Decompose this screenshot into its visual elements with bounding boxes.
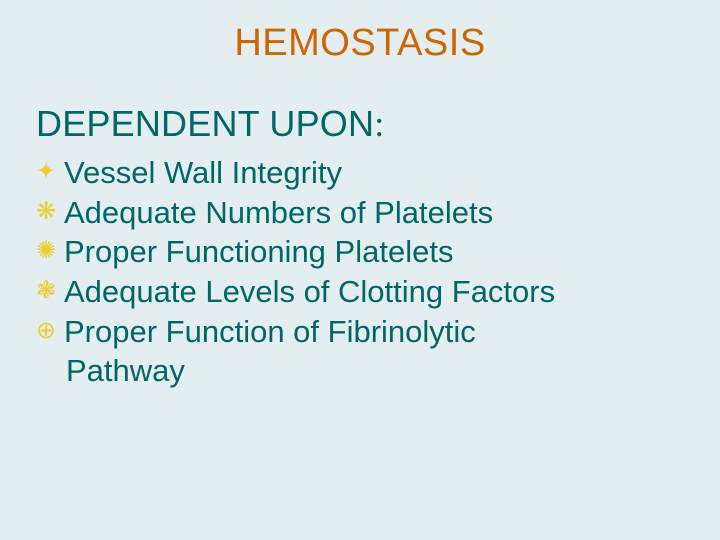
subhead-text: DEPENDENT UPON xyxy=(36,103,374,144)
list-item-text: Adequate Numbers of Platelets xyxy=(64,193,493,233)
list-item-text: Vessel Wall Integrity xyxy=(64,153,342,193)
list-item: ✺ Proper Functioning Platelets xyxy=(36,232,720,272)
bullet-icon: ❋ xyxy=(36,193,64,230)
slide-title: HEMOSTASIS xyxy=(0,0,720,65)
bullet-icon: ❃ xyxy=(36,272,64,309)
list-item: ❋ Adequate Numbers of Platelets xyxy=(36,193,720,233)
list-item-text: Proper Function of Fibrinolytic xyxy=(64,312,476,352)
bullet-icon: ⊕ xyxy=(36,312,64,349)
list-item-text: Proper Functioning Platelets xyxy=(64,232,453,272)
slide-container: HEMOSTASIS DEPENDENT UPON: ✦ Vessel Wall… xyxy=(0,0,720,540)
subhead-colon: : xyxy=(374,104,384,144)
list-item: ❃ Adequate Levels of Clotting Factors xyxy=(36,272,720,312)
list-item: ⊕ Proper Function of Fibrinolytic xyxy=(36,312,720,352)
bullet-icon: ✺ xyxy=(36,232,64,269)
bullet-list: ✦ Vessel Wall Integrity ❋ Adequate Numbe… xyxy=(36,153,720,351)
bullet-icon: ✦ xyxy=(36,153,64,190)
list-item-wrap: Pathway xyxy=(66,351,720,391)
list-item: ✦ Vessel Wall Integrity xyxy=(36,153,720,193)
slide-subheading: DEPENDENT UPON: xyxy=(36,103,720,145)
list-item-text: Adequate Levels of Clotting Factors xyxy=(64,272,555,312)
